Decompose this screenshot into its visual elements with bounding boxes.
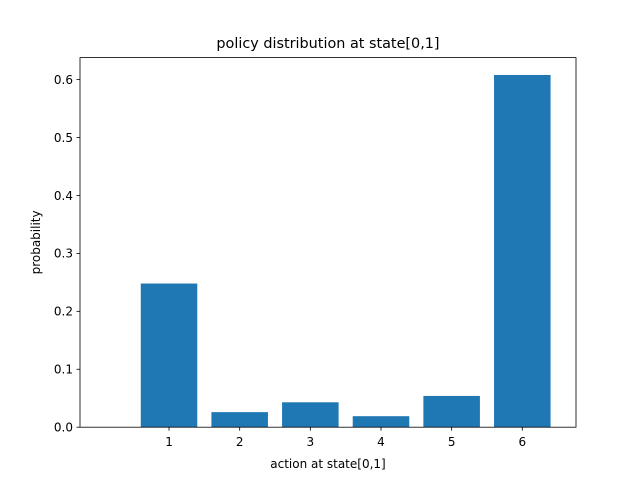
- y-axis-label: probability: [29, 210, 43, 274]
- y-tick-label: 0.2: [54, 305, 73, 319]
- bar-action-1: [140, 283, 198, 428]
- x-tick-label: 3: [307, 435, 315, 449]
- chart-title: policy distribution at state[0,1]: [216, 36, 439, 52]
- bar-action-4: [352, 416, 410, 428]
- x-tick-label: 2: [236, 435, 244, 449]
- bars-group: [140, 74, 551, 428]
- y-tick-label: 0.3: [54, 247, 73, 261]
- bar-action-2: [211, 412, 268, 428]
- x-tick-label: 1: [165, 435, 173, 449]
- x-tick-label: 6: [518, 435, 526, 449]
- x-tick-label: 4: [377, 435, 385, 449]
- y-axis-ticks: 0.0 0.1 0.2 0.3 0.4 0.5 0.6: [54, 73, 80, 435]
- x-axis-label: action at state[0,1]: [270, 457, 385, 471]
- bar-action-6: [494, 74, 551, 428]
- y-tick-label: 0.5: [54, 131, 73, 145]
- y-tick-label: 0.1: [54, 363, 73, 377]
- plot-area-frame: [79, 57, 577, 428]
- y-tick-label: 0.0: [54, 421, 73, 435]
- x-axis-ticks: 1 2 3 4 5 6: [165, 427, 526, 449]
- bar-action-5: [423, 395, 480, 428]
- x-tick-label: 5: [448, 435, 456, 449]
- y-tick-label: 0.6: [54, 73, 73, 87]
- bar-action-3: [282, 402, 339, 428]
- y-tick-label: 0.4: [54, 189, 73, 203]
